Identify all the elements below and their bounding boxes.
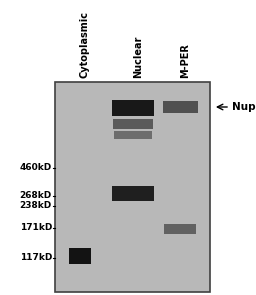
Bar xyxy=(69,248,91,264)
Text: Nup358: Nup358 xyxy=(232,102,256,112)
Bar xyxy=(114,131,152,139)
Text: 460kD: 460kD xyxy=(20,163,52,173)
Text: Cytoplasmic: Cytoplasmic xyxy=(80,11,90,78)
Text: 238kD: 238kD xyxy=(20,201,52,211)
Text: 117kD: 117kD xyxy=(20,253,52,263)
Text: 268kD: 268kD xyxy=(20,191,52,201)
Bar xyxy=(163,101,197,113)
Bar xyxy=(55,82,210,292)
Text: Nuclear: Nuclear xyxy=(133,36,143,78)
Text: M-PER: M-PER xyxy=(180,43,190,78)
Bar xyxy=(112,186,154,201)
Bar xyxy=(113,119,153,129)
Text: 171kD: 171kD xyxy=(20,224,52,232)
Bar xyxy=(164,224,196,234)
Bar xyxy=(112,100,154,116)
